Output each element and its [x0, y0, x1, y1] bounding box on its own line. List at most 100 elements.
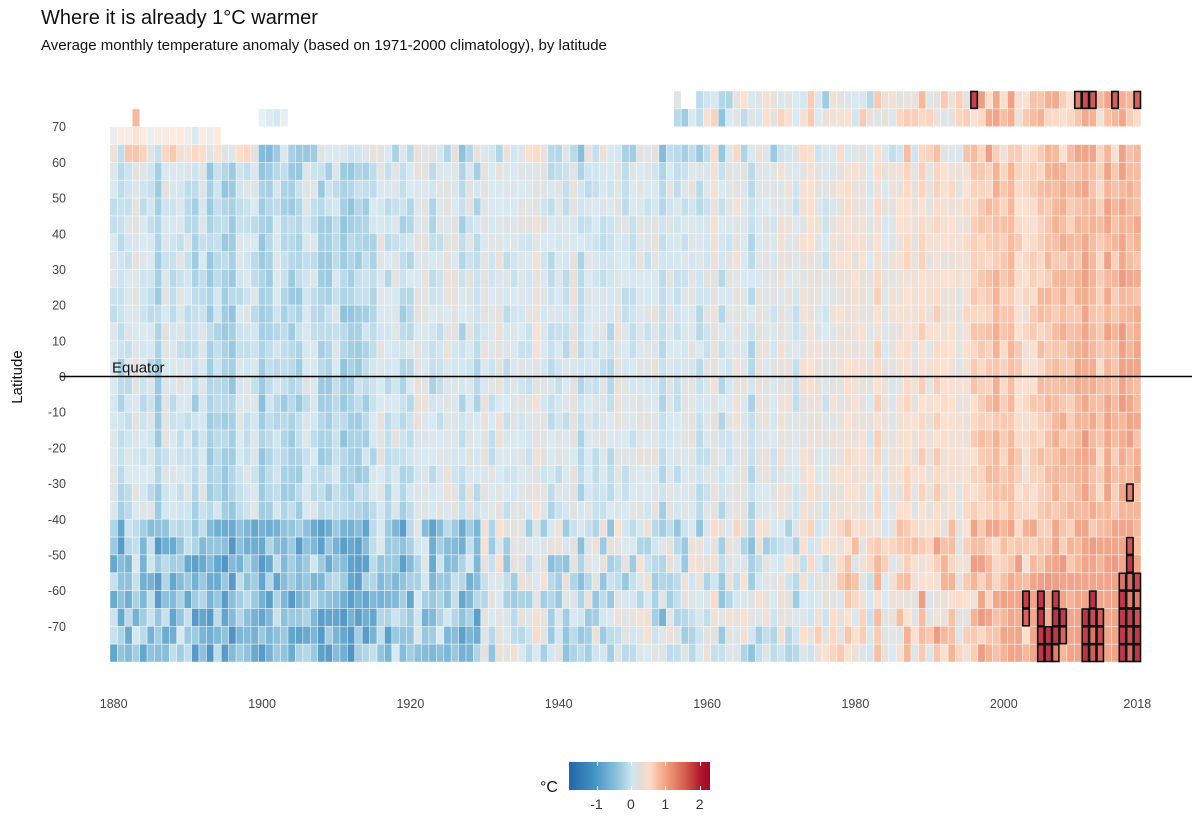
- heatmap-cell: [1007, 144, 1016, 163]
- heatmap-cell: [169, 340, 178, 359]
- heatmap-cell: [421, 304, 430, 324]
- heatmap-cell: [732, 465, 741, 484]
- heatmap-cell: [866, 626, 875, 645]
- heatmap-cell: [673, 269, 682, 288]
- heatmap-cell: [547, 572, 556, 591]
- heatmap-cell: [999, 108, 1008, 127]
- heatmap-cell: [183, 411, 192, 431]
- heatmap-cell: [398, 626, 407, 645]
- heatmap-cell: [673, 90, 682, 110]
- heatmap-cell: [139, 626, 148, 645]
- heatmap-cell: [962, 358, 971, 377]
- heatmap-cell: [940, 358, 949, 377]
- heatmap-cell: [176, 358, 185, 377]
- heatmap-cell: [851, 269, 860, 288]
- heatmap-cell: [554, 447, 563, 467]
- heatmap-cell: [717, 590, 726, 609]
- heatmap-cell: [369, 465, 378, 484]
- heatmap-cell: [910, 554, 919, 574]
- heatmap-cell: [406, 358, 415, 377]
- heatmap-cell: [710, 144, 719, 163]
- heatmap-cell: [547, 518, 556, 538]
- heatmap-cell: [925, 608, 934, 627]
- highlight-box: [1118, 626, 1127, 645]
- highlight-box: [1088, 626, 1097, 645]
- heatmap-cell: [265, 572, 274, 591]
- heatmap-cell: [347, 501, 356, 520]
- heatmap-cell: [821, 501, 830, 520]
- heatmap-cell: [213, 483, 222, 502]
- heatmap-cell: [302, 197, 311, 217]
- heatmap-cell: [717, 411, 726, 431]
- heatmap-cell: [228, 233, 237, 252]
- heatmap-cell: [250, 590, 259, 609]
- heatmap-cell: [977, 376, 986, 395]
- heatmap-cell: [933, 340, 942, 359]
- heatmap-cell: [235, 501, 244, 520]
- heatmap-cell: [487, 269, 496, 288]
- heatmap-cell: [1051, 304, 1060, 324]
- heatmap-cell: [836, 233, 845, 252]
- heatmap-cell: [280, 394, 289, 413]
- heatmap-cell: [131, 411, 140, 431]
- heatmap-cell: [369, 233, 378, 252]
- heatmap-cell: [621, 536, 630, 556]
- heatmap-cell: [406, 340, 415, 359]
- heatmap-cell: [888, 643, 897, 663]
- heatmap-cell: [1088, 340, 1097, 359]
- heatmap-cell: [250, 465, 259, 484]
- heatmap-cell: [161, 483, 170, 502]
- heatmap-cell: [161, 144, 170, 163]
- heatmap-cell: [651, 501, 660, 520]
- heatmap-cell: [339, 358, 348, 377]
- heatmap-cell: [658, 554, 667, 574]
- heatmap-cell: [272, 626, 281, 645]
- heatmap-cell: [1125, 447, 1134, 467]
- heatmap-cell: [769, 518, 778, 538]
- heatmap-cell: [680, 394, 689, 413]
- heatmap-cell: [228, 251, 237, 270]
- heatmap-cell: [747, 590, 756, 609]
- heatmap-cell: [1133, 518, 1142, 538]
- heatmap-cell: [710, 358, 719, 377]
- heatmap-cell: [287, 251, 296, 270]
- heatmap-cell: [169, 286, 178, 306]
- heatmap-cell: [569, 376, 578, 395]
- heatmap-cell: [161, 608, 170, 627]
- heatmap-cell: [784, 197, 793, 217]
- heatmap-cell: [324, 251, 333, 270]
- heatmap-cell: [228, 340, 237, 359]
- heatmap-cell: [725, 233, 734, 252]
- heatmap-cell: [161, 572, 170, 591]
- heatmap-cell: [376, 536, 385, 556]
- heatmap-cell: [955, 483, 964, 502]
- heatmap-cell: [480, 251, 489, 270]
- heatmap-cell: [814, 608, 823, 627]
- heatmap-cell: [858, 197, 867, 217]
- heatmap-cell: [562, 358, 571, 377]
- heatmap-cell: [487, 215, 496, 235]
- heatmap-cell: [302, 376, 311, 395]
- heatmap-cell: [213, 269, 222, 288]
- heatmap-cell: [576, 572, 586, 591]
- heatmap-cell: [169, 197, 178, 217]
- heatmap-cell: [703, 608, 712, 627]
- heatmap-cell: [1022, 358, 1031, 377]
- heatmap-cell: [525, 518, 534, 538]
- heatmap-cell: [495, 251, 504, 270]
- heatmap-cell: [554, 304, 563, 324]
- heatmap-cell: [680, 233, 689, 252]
- heatmap-cell: [413, 179, 422, 199]
- heatmap-cell: [910, 626, 919, 645]
- heatmap-cell: [665, 643, 675, 663]
- heatmap-cell: [732, 179, 741, 199]
- heatmap-cell: [747, 108, 756, 127]
- heatmap-cell: [1103, 608, 1112, 627]
- heatmap-cell: [962, 233, 971, 252]
- heatmap-cell: [806, 572, 815, 591]
- heatmap-cell: [792, 394, 801, 413]
- heatmap-cell: [984, 340, 993, 359]
- heatmap-cell: [391, 643, 400, 663]
- heatmap-cell: [206, 590, 215, 609]
- heatmap-cell: [465, 429, 474, 449]
